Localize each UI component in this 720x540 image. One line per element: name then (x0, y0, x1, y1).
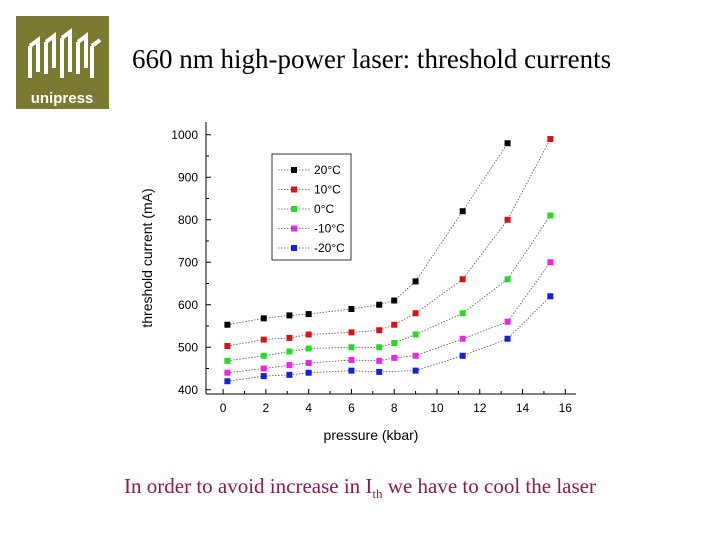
legend-marker (291, 225, 297, 232)
data-point (305, 331, 312, 338)
series-line (227, 143, 508, 326)
data-point (504, 216, 511, 223)
legend-marker (291, 167, 297, 173)
y-tick-label: 1000 (171, 128, 198, 142)
x-tick-label: 8 (391, 401, 398, 415)
unipress-logo: unipress (16, 16, 109, 109)
slide-title: 660 nm high-power laser: threshold curre… (132, 44, 612, 74)
y-tick-label: 900 (178, 170, 198, 184)
data-point (504, 318, 511, 325)
data-point (391, 354, 398, 361)
caption-text-end: we have to cool the laser (382, 474, 596, 498)
legend-marker (291, 206, 297, 212)
data-point (376, 368, 383, 375)
caption-text: In order to avoid increase in I (124, 474, 373, 498)
data-point (412, 278, 419, 285)
data-point (412, 331, 419, 338)
data-point (348, 344, 355, 351)
legend-label: 10°C (314, 183, 341, 197)
legend-marker (291, 245, 297, 251)
data-point (224, 321, 231, 328)
data-point (305, 369, 312, 376)
x-tick-label: 2 (263, 401, 270, 415)
data-point (305, 359, 312, 366)
data-point (286, 371, 293, 378)
data-point (504, 140, 511, 147)
legend-label: 0°C (314, 202, 334, 216)
data-point (412, 352, 419, 359)
x-tick-label: 6 (348, 401, 355, 415)
data-point (391, 321, 398, 328)
legend-marker (291, 186, 297, 193)
data-point (260, 336, 267, 343)
data-point (286, 348, 293, 355)
data-point (547, 212, 554, 219)
legend-label: -10°C (314, 222, 345, 236)
data-point (305, 345, 312, 352)
y-tick-label: 500 (178, 340, 198, 354)
data-point (286, 334, 293, 341)
y-axis-label: threshold current (mA) (139, 188, 155, 327)
slide-caption: In order to avoid increase in Ith we hav… (0, 474, 720, 502)
data-point (348, 357, 355, 363)
legend-label: -20°C (314, 241, 345, 255)
x-tick-label: 4 (305, 401, 312, 415)
data-point (224, 342, 231, 349)
data-point (391, 297, 398, 304)
data-point (547, 293, 554, 300)
data-point (260, 315, 267, 322)
data-point (348, 367, 355, 374)
data-point (348, 306, 355, 312)
data-point (504, 276, 511, 283)
data-point (286, 362, 293, 369)
threshold-chart: 400 500 600 700 800 900 1000 0 2 4 6 8 10 12 14 16 press… (130, 118, 590, 453)
series-line (227, 215, 551, 362)
data-point (547, 259, 554, 266)
caption-subscript: th (372, 486, 383, 502)
y-tick-label: 600 (178, 298, 198, 312)
data-point (459, 352, 466, 359)
data-point (459, 335, 466, 342)
data-point (260, 373, 267, 380)
data-point (376, 357, 383, 364)
data-point (547, 136, 554, 142)
series-line (227, 296, 551, 382)
x-tick-label: 0 (220, 401, 227, 415)
y-tick-label: 700 (178, 255, 198, 269)
legend-box (271, 153, 352, 261)
x-tick-label: 10 (430, 401, 444, 415)
data-point (224, 378, 231, 385)
x-tick-label: 16 (559, 401, 573, 415)
data-point (376, 344, 383, 351)
data-point (459, 276, 466, 283)
data-point (391, 340, 398, 346)
series-line (227, 262, 551, 374)
data-point (412, 310, 419, 317)
y-tick-label: 400 (178, 383, 198, 397)
data-point (260, 352, 267, 359)
x-tick-label: 12 (473, 401, 487, 415)
data-point (376, 327, 383, 334)
data-point (376, 301, 383, 308)
data-point (224, 357, 231, 364)
chart-svg: 400 500 600 700 800 900 1000 0 2 4 6 8 10 12 14 16 press… (139, 122, 576, 443)
logo-text: unipress (31, 90, 94, 107)
data-point (504, 335, 511, 342)
data-point (412, 367, 419, 374)
data-point (348, 329, 355, 336)
data-point (459, 208, 466, 215)
data-point (286, 312, 293, 319)
data-point (224, 369, 231, 376)
x-axis-label: pressure (kbar) (324, 427, 419, 443)
x-tick-label: 14 (516, 401, 530, 415)
data-point (305, 311, 312, 318)
logo-graphic: unipress (28, 28, 102, 107)
series-line (227, 138, 551, 347)
data-point (459, 310, 466, 317)
y-tick-label: 800 (178, 213, 198, 227)
legend-label: 20°C (314, 163, 341, 177)
data-point (260, 365, 267, 372)
